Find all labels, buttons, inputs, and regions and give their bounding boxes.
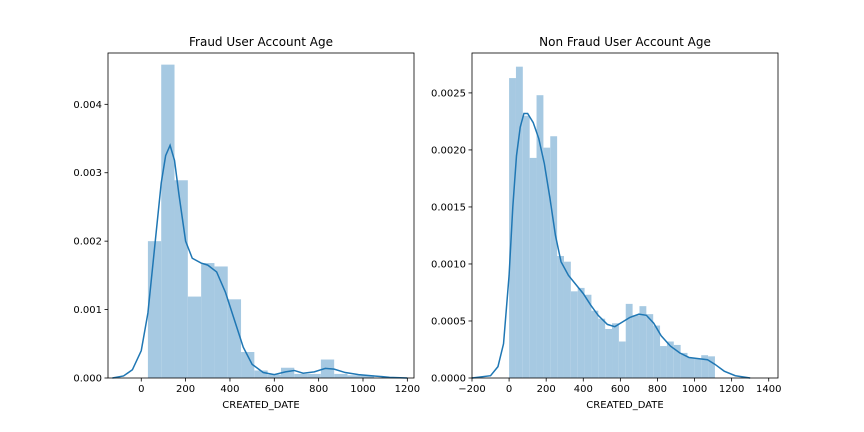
histogram-bar [646, 314, 654, 378]
plot-frame [107, 52, 415, 379]
histogram-bar [584, 294, 592, 378]
x-axis-label: CREATED_DATE [222, 400, 299, 411]
y-tick-label: 0.000 [73, 374, 102, 385]
histogram-bar [653, 325, 661, 378]
chart-title: Fraud User Account Age [189, 35, 333, 49]
y-tick-label: 0.0000 [431, 374, 466, 385]
x-tick-label: 400 [574, 384, 593, 395]
x-tick-label: 0 [506, 384, 512, 395]
histogram-bar [241, 352, 255, 378]
histogram-bar [522, 115, 530, 378]
histogram-bar [515, 66, 523, 379]
y-tick-label: 0.0010 [431, 259, 466, 270]
histogram-bar [632, 315, 640, 378]
histogram-bars [509, 66, 715, 379]
histogram-bar [227, 299, 242, 378]
x-tick-label: 400 [220, 384, 239, 395]
x-tick-label: 0 [138, 384, 144, 395]
histogram-bar [307, 373, 321, 378]
histogram-bar [618, 341, 626, 378]
histogram-bar [280, 367, 295, 378]
x-axis-label: CREATED_DATE [586, 400, 663, 411]
x-axis: −200 0 200 400 600 800 1000 1200 1400 [458, 378, 781, 395]
histogram-bar [294, 373, 308, 378]
fraud-account-age-panel: Fraud User Account Age 0 200 400 600 800 1000… [73, 35, 420, 411]
histogram-bar [701, 355, 709, 378]
plot-frame [471, 52, 779, 379]
histogram-bar [612, 323, 619, 378]
histogram-bar [360, 375, 375, 378]
x-tick-label: −200 [458, 384, 485, 395]
x-tick-label: 600 [265, 384, 284, 395]
histogram-bar [680, 352, 688, 378]
histogram-bar [591, 310, 599, 378]
x-tick-label: 800 [309, 384, 328, 395]
kde-curve [471, 112, 751, 379]
histogram-bar [563, 261, 571, 378]
histogram-bar [660, 346, 667, 378]
chart-title: Non Fraud User Account Age [539, 35, 711, 49]
histogram-bar [529, 157, 537, 378]
histogram-bar [161, 64, 175, 378]
x-tick-label: 1000 [682, 384, 707, 395]
y-tick-label: 0.0005 [431, 316, 466, 327]
histogram-bar [557, 255, 564, 378]
histogram-bar [267, 374, 281, 378]
y-tick-label: 0.002 [73, 237, 102, 248]
histogram-bar [334, 373, 348, 378]
x-tick-label: 200 [176, 384, 195, 395]
y-tick-label: 0.0025 [431, 88, 466, 99]
x-tick-label: 1000 [350, 384, 375, 395]
histogram-bar [639, 306, 647, 378]
histogram-bar [673, 344, 681, 378]
x-tick-label: 200 [537, 384, 556, 395]
histogram-bar [570, 291, 578, 378]
x-tick-label: 1200 [719, 384, 744, 395]
non-fraud-account-age-panel: Non Fraud User Account Age −200 0 200 400 60… [431, 35, 781, 411]
histogram-bar [625, 303, 633, 378]
histogram-bar [666, 341, 674, 378]
histogram-bar [598, 318, 606, 378]
y-tick-label: 0.0015 [431, 202, 466, 213]
histogram-bar [605, 328, 613, 378]
histogram-bar [509, 78, 516, 379]
y-tick-label: 0.003 [73, 168, 102, 179]
histogram-bar [201, 263, 215, 378]
x-tick-label: 600 [611, 384, 630, 395]
x-tick-label: 1400 [756, 384, 781, 395]
y-axis: 0.000 0.001 0.002 0.003 0.004 [73, 100, 108, 385]
y-tick-label: 0.001 [73, 305, 102, 316]
histogram-bars [147, 64, 375, 378]
histogram-bar [543, 147, 551, 378]
histogram-bar [254, 370, 268, 378]
x-tick-label: 1200 [395, 384, 420, 395]
histogram-bar [147, 241, 162, 378]
y-tick-label: 0.004 [73, 100, 102, 111]
y-tick-label: 0.0020 [431, 145, 466, 156]
histogram-bar [694, 358, 702, 378]
histogram-bar [708, 356, 715, 378]
histogram-bar [687, 357, 695, 378]
histogram-bar [536, 95, 544, 378]
histogram-bar [214, 266, 228, 378]
histogram-bar [187, 296, 202, 378]
histogram-bar [550, 136, 558, 378]
kde-curve [112, 143, 408, 379]
x-axis: 0 200 400 600 800 1000 1200 [138, 378, 420, 395]
histogram-bar [577, 287, 585, 378]
x-tick-label: 800 [648, 384, 667, 395]
y-axis: 0.0000 0.0005 0.0010 0.0015 0.0020 0.0025 [431, 88, 472, 385]
histogram-bar [347, 375, 361, 378]
